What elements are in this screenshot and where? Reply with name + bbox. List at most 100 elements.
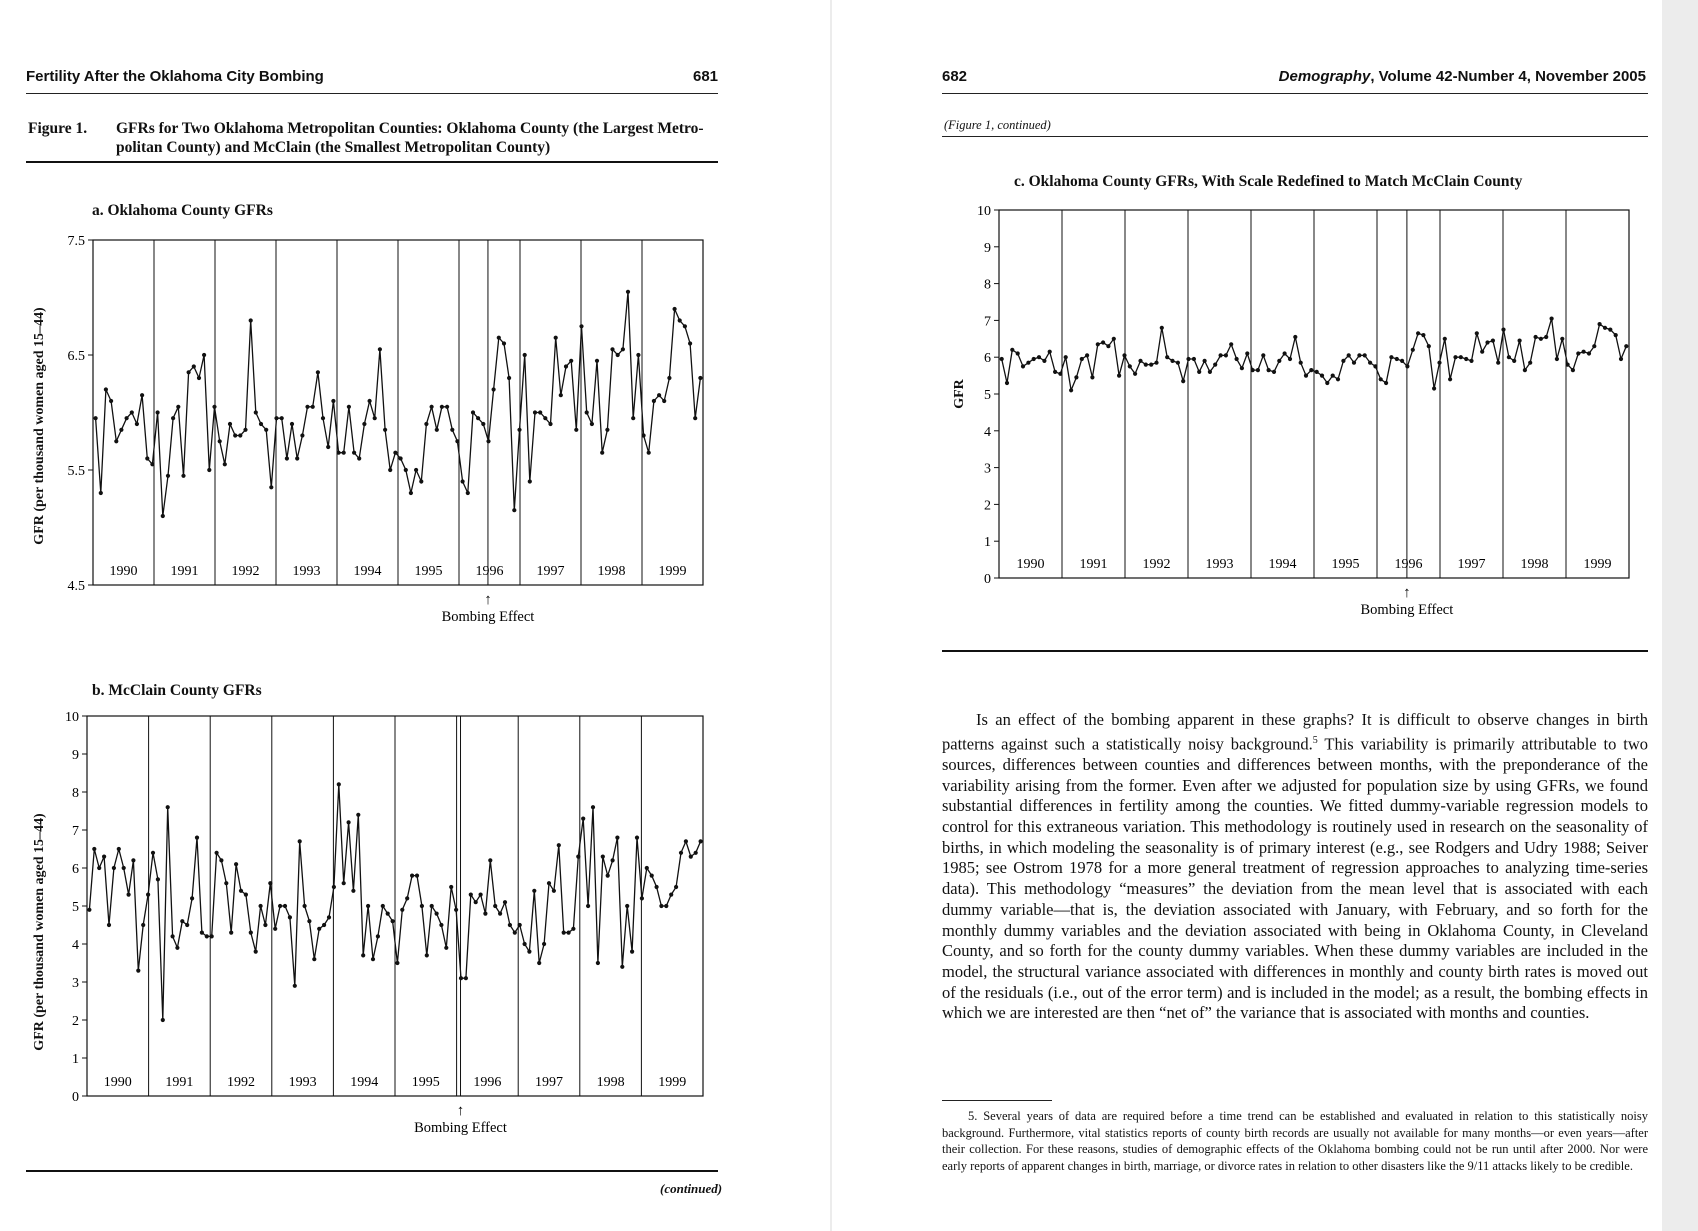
- data-point: [1416, 331, 1421, 336]
- y-tick-label: 7: [72, 824, 79, 839]
- data-point: [1341, 358, 1346, 363]
- data-point: [336, 450, 341, 455]
- data-point: [481, 421, 486, 427]
- data-point: [434, 427, 439, 432]
- body-text-a: Is an effect of the bombing apparent in …: [942, 710, 1648, 754]
- chart-c: 0 1 2 3 4 5 6 7 8 9 10 1990 1991 1992 1993 1994 1995 1996…: [977, 204, 1630, 618]
- data-point: [1448, 377, 1453, 382]
- data-point: [1298, 360, 1303, 365]
- data-point: [229, 930, 234, 935]
- data-point: [146, 892, 151, 897]
- data-point: [654, 884, 659, 890]
- data-point: [630, 949, 635, 954]
- data-point: [569, 358, 574, 363]
- data-point: [1010, 347, 1015, 352]
- data-point: [356, 812, 361, 817]
- data-point: [233, 433, 238, 438]
- data-point: [678, 850, 684, 855]
- data-point: [405, 896, 410, 901]
- data-point: [315, 370, 320, 375]
- data-point: [507, 922, 512, 928]
- data-point: [605, 427, 610, 432]
- data-point: [693, 416, 698, 421]
- data-point: [517, 427, 522, 432]
- data-point: [175, 945, 180, 950]
- data-point: [594, 358, 600, 363]
- data-point: [558, 393, 563, 398]
- data-point: [1405, 364, 1410, 369]
- data-point: [1207, 369, 1212, 374]
- bombing-arrow: ↑: [484, 592, 492, 608]
- header-rule: [26, 93, 718, 94]
- data-point: [1618, 356, 1624, 362]
- year-label: 1993: [293, 564, 321, 579]
- data-point: [1090, 375, 1095, 380]
- year-label: 1991: [171, 564, 199, 579]
- year-label: 1993: [1206, 557, 1234, 572]
- data-point: [1314, 369, 1319, 374]
- data-point: [1271, 369, 1277, 374]
- data-point: [295, 456, 300, 461]
- data-point: [372, 416, 377, 421]
- data-point: [1330, 373, 1335, 378]
- data-point: [465, 490, 470, 496]
- data-point: [615, 352, 620, 358]
- y-tick-label: 5: [984, 388, 991, 403]
- data-point: [1031, 356, 1036, 362]
- data-point: [375, 934, 380, 939]
- data-point: [98, 490, 103, 496]
- year-label: 1995: [415, 564, 443, 579]
- data-point: [1442, 336, 1447, 341]
- data-point: [478, 892, 483, 897]
- figure-end-rule: [26, 1170, 718, 1172]
- data-point: [488, 858, 493, 863]
- data-point: [385, 911, 390, 916]
- data-point: [682, 324, 688, 329]
- data-point: [1074, 375, 1079, 380]
- data-point: [674, 884, 679, 890]
- data-point: [1261, 353, 1266, 358]
- data-point: [1613, 333, 1618, 338]
- data-point: [1127, 364, 1132, 369]
- data-point: [527, 479, 532, 484]
- data-point: [688, 341, 693, 346]
- chart-b-title: b. McClain County GFRs: [92, 682, 262, 699]
- data-point: [1368, 360, 1373, 365]
- data-point: [202, 352, 207, 358]
- y-tick-label: 1: [984, 535, 991, 550]
- data-point: [224, 881, 229, 886]
- data-point: [145, 456, 150, 461]
- data-point: [297, 839, 302, 844]
- data-point: [180, 919, 185, 924]
- data-point: [491, 387, 496, 392]
- data-point: [1602, 325, 1608, 330]
- data-point: [532, 410, 538, 415]
- data-point: [111, 865, 116, 871]
- data-point: [1480, 349, 1485, 354]
- data-point: [190, 896, 195, 901]
- year-label: 1991: [165, 1075, 193, 1090]
- y-tick-label: 10: [977, 204, 991, 219]
- data-point: [1522, 368, 1527, 373]
- figure-continued-note: (Figure 1, continued): [944, 118, 1051, 132]
- data-point: [1384, 380, 1389, 386]
- data-point: [1565, 362, 1570, 367]
- data-point: [1159, 325, 1164, 330]
- data-point: [1362, 353, 1367, 358]
- data-point: [97, 865, 102, 871]
- data-point: [460, 479, 465, 484]
- data-point: [116, 846, 121, 852]
- data-point: [546, 881, 552, 886]
- data-point: [1058, 371, 1063, 376]
- data-point: [672, 306, 677, 312]
- data-point: [444, 945, 449, 950]
- y-tick-label: 2: [72, 1014, 79, 1029]
- data-point: [512, 508, 517, 513]
- data-point: [556, 843, 561, 848]
- data-point: [1394, 356, 1399, 362]
- data-point: [398, 456, 403, 461]
- data-point: [1458, 355, 1463, 360]
- journal-header: Demography, Volume 42-Number 4, November…: [1279, 68, 1646, 85]
- data-point: [140, 393, 145, 398]
- page-number: 682: [942, 68, 968, 85]
